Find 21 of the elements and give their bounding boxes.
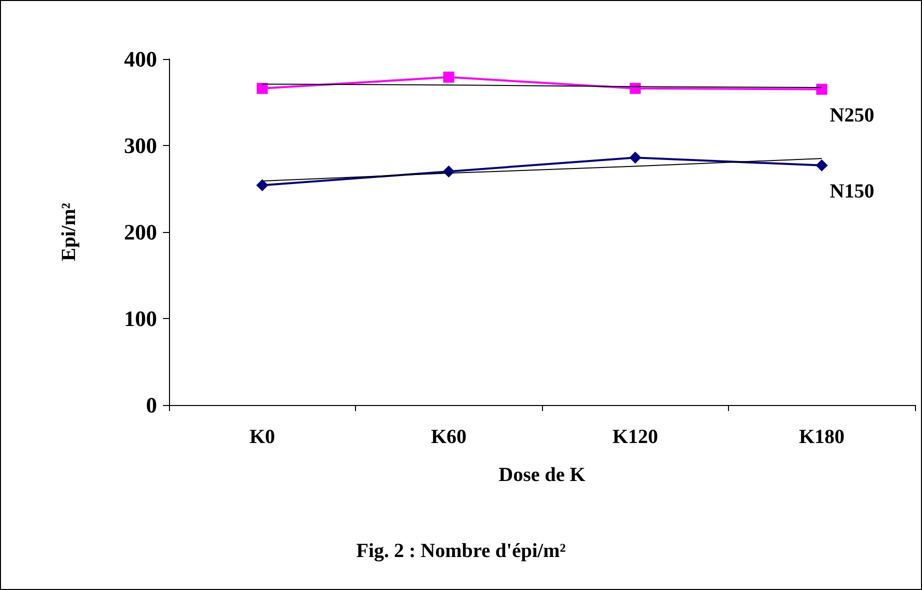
y-tick-label: 400 [124, 46, 157, 72]
series-label: N250 [830, 104, 874, 126]
y-tick-label: 200 [124, 220, 157, 244]
point [630, 82, 641, 94]
x-tick-label: K60 [430, 426, 467, 448]
point [629, 152, 642, 164]
y-axis-title: Epi/m² [58, 202, 80, 262]
point [816, 159, 828, 172]
series-label: N150 [830, 180, 874, 202]
x-tick-label: K120 [612, 426, 658, 448]
point [256, 82, 268, 94]
y-tick-label: 100 [124, 306, 157, 331]
y-tick-label: 0 [146, 392, 157, 418]
caption: Fig. 2 : Nombre d'épi/m² [356, 540, 566, 562]
x-tick-label: K180 [798, 426, 845, 448]
y-tick-label: 300 [124, 133, 157, 158]
x-tick-label: K0 [249, 426, 276, 448]
x-axis-title: Dose de K [498, 464, 586, 486]
point [443, 72, 454, 83]
point [256, 179, 268, 192]
point [816, 84, 828, 95]
